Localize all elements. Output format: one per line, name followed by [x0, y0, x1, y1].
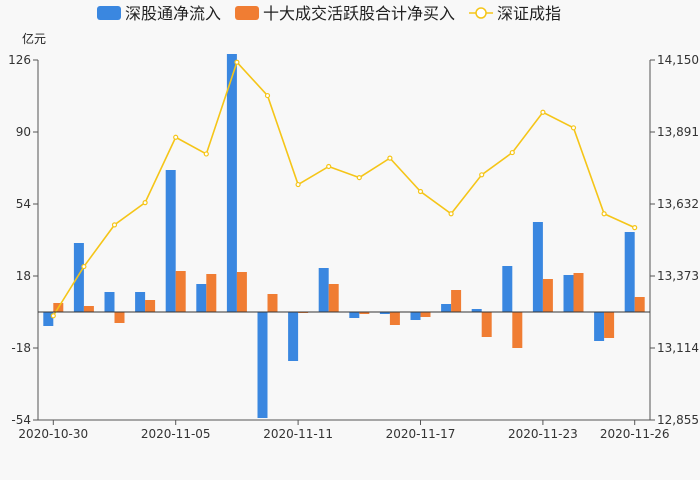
bar-northbound	[349, 312, 360, 318]
bar-top10	[236, 272, 247, 312]
bar-top10	[420, 312, 431, 317]
x-tick-label: 2020-11-26	[600, 427, 670, 441]
bar-top10	[481, 312, 492, 337]
bar-northbound	[226, 54, 237, 312]
bar-top10	[267, 294, 278, 312]
legend-label: 十大成交活跃股合计净买入	[263, 4, 455, 23]
y-left-tick-label: 54	[16, 197, 31, 211]
index-point	[234, 59, 240, 65]
index-point	[540, 109, 546, 115]
bar-top10	[634, 297, 645, 312]
bar-top10	[512, 312, 523, 348]
bar-northbound	[594, 312, 605, 341]
y-right-tick-label: 13,373	[657, 269, 699, 283]
bar-top10	[206, 274, 217, 312]
bar-top10	[389, 312, 400, 325]
index-point	[142, 200, 148, 206]
y-right-tick-label: 13,891	[657, 125, 699, 139]
index-point	[632, 225, 638, 231]
bar-northbound	[532, 222, 543, 312]
index-point	[203, 151, 209, 157]
index-point	[326, 163, 332, 170]
bar-top10	[175, 271, 186, 312]
bar-top10	[542, 279, 553, 312]
axes: -54 -18 18 54 90 126 12,855 13,114 13,373 13,632 1…	[8, 53, 699, 441]
index-polyline	[52, 60, 636, 317]
bar-northbound	[73, 243, 84, 312]
y-left-tick-label: 18	[16, 269, 31, 283]
x-tick-label: 2020-11-17	[386, 427, 456, 441]
bars	[43, 54, 645, 418]
bar-northbound	[502, 266, 513, 312]
bar-northbound	[196, 284, 207, 312]
bar-top10	[114, 312, 125, 323]
y-right-tick-label: 13,114	[657, 341, 699, 355]
index-point	[387, 155, 393, 161]
y-right-tick-label: 13,632	[657, 197, 699, 211]
x-tick-label: 2020-10-30	[18, 427, 88, 441]
bar-northbound	[318, 268, 329, 312]
bar-northbound	[379, 312, 390, 314]
unit-label: 亿元	[22, 31, 46, 46]
legend-label: 深证成指	[497, 4, 561, 23]
bar-northbound	[135, 292, 146, 312]
bar-northbound	[471, 309, 482, 312]
bar-northbound	[410, 312, 421, 320]
bar-northbound	[624, 232, 635, 312]
legend-swatch	[97, 6, 121, 20]
index-point	[81, 263, 87, 270]
legend-marker	[475, 7, 487, 19]
bar-top10	[359, 312, 370, 314]
y-left-tick-label: 90	[16, 125, 31, 139]
index-line	[50, 59, 638, 319]
index-point	[264, 92, 271, 99]
index-point	[50, 313, 56, 319]
index-point	[356, 174, 362, 181]
legend: 深股通净流入 十大成交活跃股合计净买入 深证成指	[97, 4, 561, 23]
index-point	[509, 149, 515, 156]
y-right-tick-label: 14,150	[657, 53, 699, 67]
index-point	[173, 134, 179, 140]
bar-northbound	[104, 292, 115, 312]
index-point	[295, 181, 301, 188]
y-right-tick-label: 12,855	[657, 413, 699, 427]
bar-northbound	[257, 312, 268, 418]
index-point	[479, 172, 485, 178]
index-point	[570, 125, 577, 131]
bar-top10	[145, 300, 156, 312]
bar-northbound	[43, 312, 54, 326]
bar-northbound	[563, 275, 574, 312]
legend-swatch	[235, 6, 260, 20]
y-left-tick-label: -18	[11, 341, 31, 355]
y-left-tick-label: 126	[8, 53, 31, 67]
bar-northbound	[165, 170, 176, 312]
index-point	[448, 211, 454, 217]
bar-top10	[451, 290, 462, 312]
legend-label: 深股通净流入	[125, 4, 221, 23]
bar-northbound	[441, 304, 452, 312]
bar-top10	[328, 284, 339, 312]
y-left-tick-label: -54	[11, 413, 31, 427]
x-tick-label: 2020-11-05	[141, 427, 211, 441]
index-point	[111, 222, 118, 228]
x-tick-label: 2020-11-23	[508, 427, 578, 441]
x-tick-label: 2020-11-11	[263, 427, 333, 441]
bar-top10	[83, 306, 94, 312]
bar-northbound	[288, 312, 299, 361]
bar-top10	[573, 273, 584, 312]
bar-top10	[604, 312, 615, 338]
index-point	[417, 188, 424, 195]
index-point	[601, 211, 607, 217]
